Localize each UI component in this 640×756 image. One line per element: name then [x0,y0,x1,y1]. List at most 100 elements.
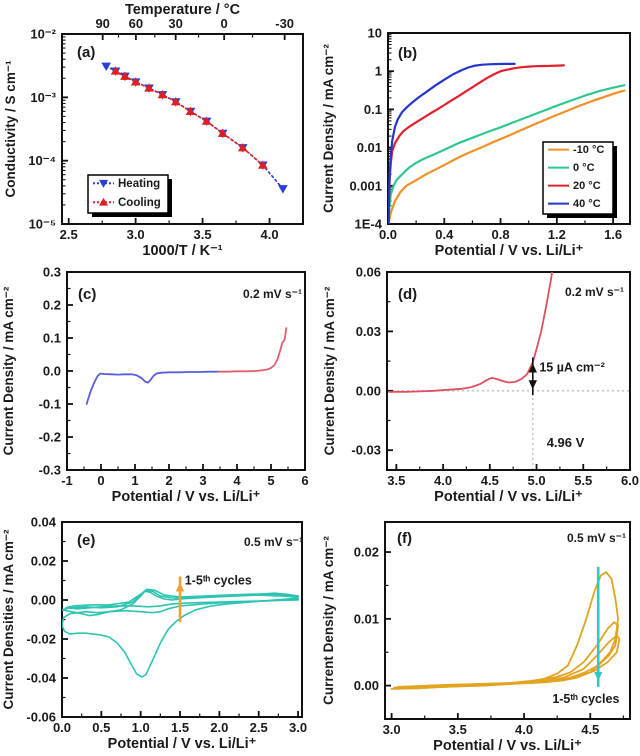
svg-text:6: 6 [301,473,308,488]
svg-text:3.0: 3.0 [127,227,145,242]
svg-text:-0.06: -0.06 [26,710,56,725]
svg-text:Heating: Heating [118,178,160,190]
svg-text:-0.04: -0.04 [26,671,56,686]
svg-text:Current Density / mA cm⁻²: Current Density / mA cm⁻² [322,286,337,455]
svg-text:1.6: 1.6 [604,227,622,242]
svg-text:4.0: 4.0 [515,722,533,737]
svg-text:-0.1: -0.1 [39,397,61,412]
svg-text:1-5ᵗʰ cycles: 1-5ᵗʰ cycles [552,692,619,706]
svg-text:0.5: 0.5 [92,720,110,735]
panel-d: 3.5 4.0 4.5 5.0 5.5 6.0 0.06 0.03 0.00 -0.03 Poten… [320,252,640,506]
svg-text:40 °C: 40 °C [573,198,601,210]
svg-text:Temperature / °C: Temperature / °C [125,2,241,18]
svg-text:0.5 mV s⁻¹: 0.5 mV s⁻¹ [244,535,303,549]
svg-text:0.04: 0.04 [31,515,57,530]
svg-text:-30: -30 [275,16,294,31]
svg-text:3.5: 3.5 [449,722,467,737]
svg-text:0.001: 0.001 [349,178,382,193]
svg-text:0.00: 0.00 [354,678,379,693]
svg-text:4.5: 4.5 [481,473,499,488]
svg-text:0.1: 0.1 [364,102,382,117]
svg-text:-0.2: -0.2 [39,430,61,445]
svg-text:1000/T / K⁻¹: 1000/T / K⁻¹ [142,243,222,259]
svg-text:(f): (f) [397,530,412,547]
svg-text:Conductivity / S cm⁻¹: Conductivity / S cm⁻¹ [3,60,18,197]
svg-text:-0.02: -0.02 [26,632,56,647]
panel-b-chart: 0.0 0.4 0.8 1.2 1.6 10 1 0.1 0.01 0.001 1E-4 Potent… [321,26,631,259]
svg-text:(b): (b) [398,45,417,62]
svg-text:10⁻⁵: 10⁻⁵ [29,217,56,232]
panel-f: 3.0 3.5 4.0 4.5 0.02 0.01 0.00 Potential / V vs… [320,504,640,756]
svg-text:0.01: 0.01 [357,140,382,155]
svg-text:1.2: 1.2 [548,227,566,242]
svg-text:0.8: 0.8 [492,227,510,242]
svg-text:-1: -1 [61,473,73,488]
svg-text:-0.3: -0.3 [39,463,61,478]
svg-text:Potential / V vs. Li/Li⁺: Potential / V vs. Li/Li⁺ [434,489,583,505]
svg-text:0 °C: 0 °C [573,162,595,174]
svg-text:Current Density / mA cm⁻²: Current Density / mA cm⁻² [321,536,336,705]
svg-text:2.5: 2.5 [60,227,78,242]
svg-text:0.06: 0.06 [356,265,381,280]
svg-text:1E-4: 1E-4 [355,217,383,232]
svg-text:2: 2 [165,473,172,488]
svg-text:0: 0 [97,473,104,488]
panel-f-chart: 3.0 3.5 4.0 4.5 0.02 0.01 0.00 Potential / V vs… [321,521,631,754]
svg-text:4.0: 4.0 [260,227,278,242]
svg-text:4: 4 [233,473,241,488]
svg-text:Current Density / mA cm⁻²: Current Density / mA cm⁻² [321,44,336,213]
panel-e: 0.0 0.5 1.0 1.5 2.0 2.5 3.0 0.04 0.02 0.00 -0.02 -0… [0,504,320,756]
svg-text:(c): (c) [78,286,96,303]
svg-text:4.96 V: 4.96 V [547,435,585,450]
svg-text:0.4: 0.4 [435,227,454,242]
svg-text:5.5: 5.5 [574,473,592,488]
svg-text:0.1: 0.1 [43,331,61,346]
panel-e-chart: 0.0 0.5 1.0 1.5 2.0 2.5 3.0 0.04 0.02 0.00 -0.02 -0… [1,515,307,753]
svg-text:(d): (d) [398,286,417,303]
svg-text:30: 30 [168,16,182,31]
svg-text:Current Density / mA cm⁻²: Current Density / mA cm⁻² [1,286,16,455]
panel-b: 0.0 0.4 0.8 1.2 1.6 10 1 0.1 0.01 0.001 1E-4 Potent… [320,0,640,259]
panel-a-chart: 2.5 3.0 3.5 4.0 10⁻² 10⁻³ 10⁻⁴ 10⁻⁵ 90 60 30 0 -30 Te… [3,2,304,259]
svg-text:0.0: 0.0 [53,720,71,735]
svg-text:2.5: 2.5 [250,720,268,735]
svg-text:4.0: 4.0 [434,473,452,488]
svg-text:0.2: 0.2 [43,298,61,313]
svg-text:Current Densities / mA cm⁻²: Current Densities / mA cm⁻² [1,529,16,709]
svg-text:6.0: 6.0 [621,473,639,488]
svg-text:0.00: 0.00 [31,593,56,608]
svg-text:60: 60 [129,16,143,31]
svg-text:2.0: 2.0 [210,720,228,735]
panel-d-chart: 3.5 4.0 4.5 5.0 5.5 6.0 0.06 0.03 0.00 -0.03 Poten… [322,265,639,506]
svg-text:1-5ᵗʰ cycles: 1-5ᵗʰ cycles [185,573,252,587]
svg-text:5.0: 5.0 [527,473,545,488]
svg-text:-0.03: -0.03 [351,443,381,458]
svg-text:(e): (e) [77,532,95,549]
svg-text:Potential / V vs. Li/Li⁺: Potential / V vs. Li/Li⁺ [435,243,584,259]
panel-c: -1 0 1 2 3 4 5 6 0.3 0.2 0.1 0.0 -0.1 -0.2 -0.3 Potenti… [0,252,320,506]
svg-text:3.0: 3.0 [383,722,401,737]
svg-text:1.0: 1.0 [132,720,150,735]
svg-text:(a): (a) [77,44,95,61]
panel-c-chart: -1 0 1 2 3 4 5 6 0.3 0.2 0.1 0.0 -0.1 -0.2 -0.3 Potenti… [1,265,309,506]
svg-text:3.5: 3.5 [387,473,405,488]
svg-text:0: 0 [221,16,228,31]
svg-text:0.2 mV s⁻¹: 0.2 mV s⁻¹ [243,287,302,301]
panel-a: 2.5 3.0 3.5 4.0 10⁻² 10⁻³ 10⁻⁴ 10⁻⁵ 90 60 30 0 -30 Te… [0,0,320,259]
svg-text:4.5: 4.5 [581,722,599,737]
svg-text:10: 10 [368,26,382,41]
svg-text:0.02: 0.02 [354,545,379,560]
svg-text:Potential / V vs. Li/Li⁺: Potential / V vs. Li/Li⁺ [433,738,582,754]
svg-text:20 °C: 20 °C [573,180,601,192]
svg-text:1: 1 [131,473,138,488]
svg-text:0.2 mV s⁻¹: 0.2 mV s⁻¹ [565,285,624,299]
svg-text:0.0: 0.0 [379,227,397,242]
svg-text:10⁻⁴: 10⁻⁴ [28,153,56,168]
svg-text:5: 5 [267,473,274,488]
svg-text:Potential / V vs. Li/Li⁺: Potential / V vs. Li/Li⁺ [108,736,257,752]
svg-text:3.5: 3.5 [194,227,212,242]
svg-text:0.03: 0.03 [356,324,381,339]
svg-text:0.00: 0.00 [356,383,381,398]
svg-text:10⁻³: 10⁻³ [30,90,56,105]
svg-text:0.02: 0.02 [31,554,56,569]
